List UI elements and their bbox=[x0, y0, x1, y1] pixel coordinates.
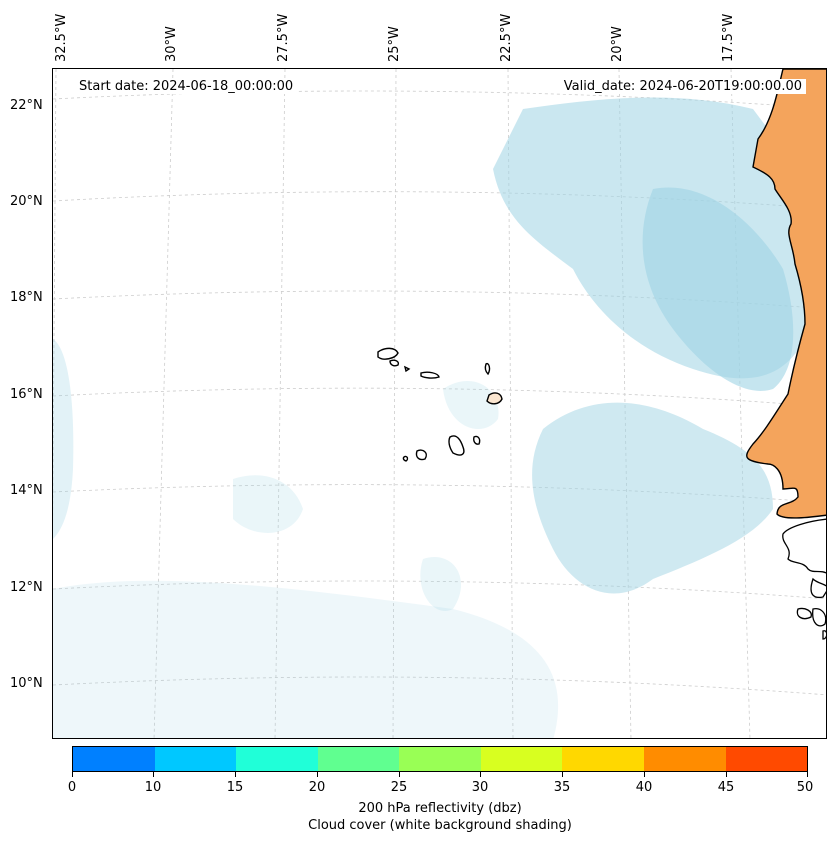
gridline-lon-27-5w bbox=[274, 69, 286, 738]
island-boa-vista bbox=[486, 392, 503, 405]
colorbar-tick-label-15: 15 bbox=[226, 780, 244, 795]
colorbar-tick bbox=[72, 772, 73, 777]
colorbar-segment-25-30 bbox=[399, 747, 481, 771]
colorbar-tick bbox=[399, 772, 400, 777]
lat-label-20n: 20°N bbox=[10, 194, 43, 209]
lon-label-32-5w: 32.5°W bbox=[54, 13, 69, 62]
colorbar-tick bbox=[480, 772, 481, 777]
valid-date-label: Valid_date: 2024-06-20T19:00:00.00 bbox=[559, 79, 806, 94]
colorbar-segment-15-20 bbox=[236, 747, 318, 771]
colorbar-tick-label-0: 0 bbox=[67, 780, 77, 795]
colorbar-segment-45-50 bbox=[725, 747, 808, 771]
africa-land bbox=[746, 69, 826, 519]
colorbar-tick-label-20: 20 bbox=[308, 780, 326, 795]
gridline-lon-17-5w bbox=[730, 69, 751, 738]
cloud-band-south bbox=[532, 402, 773, 594]
lat-label-16n: 16°N bbox=[10, 387, 43, 402]
island-sao-nicolau bbox=[420, 371, 440, 379]
colorbar-tick-label-50: 50 bbox=[796, 780, 814, 795]
gridline-lon-25w bbox=[392, 69, 397, 738]
start-date-label: Start date: 2024-06-18_00:00:00 bbox=[75, 79, 298, 94]
colorbar-tick bbox=[562, 772, 563, 777]
colorbar-tick bbox=[235, 772, 236, 777]
colorbar-segment-20-25 bbox=[317, 747, 400, 771]
gridline-lon-30w bbox=[153, 69, 174, 738]
colorbar-tick-label-35: 35 bbox=[553, 780, 571, 795]
colorbar-tick bbox=[317, 772, 318, 777]
colorbar-tick-label-40: 40 bbox=[635, 780, 653, 795]
island-brava bbox=[402, 455, 409, 462]
cloud-cover bbox=[53, 97, 813, 738]
lon-label-22-5w: 22.5°W bbox=[499, 13, 514, 62]
cloud-center-patches bbox=[233, 380, 499, 611]
colorbar-tick-label-30: 30 bbox=[471, 780, 489, 795]
colorbar-subtitle: Cloud cover (white background shading) bbox=[308, 818, 572, 833]
colorbar-tick-label-10: 10 bbox=[144, 780, 162, 795]
colorbar-segment-0-10 bbox=[73, 747, 155, 771]
cloud-west-edge bbox=[53, 339, 74, 539]
colorbar-title: 200 hPa reflectivity (dbz) bbox=[358, 801, 522, 816]
colorbar-tick-label-25: 25 bbox=[390, 780, 408, 795]
lon-label-17-5w: 17.5°W bbox=[721, 13, 736, 62]
lat-label-10n: 10°N bbox=[10, 676, 43, 691]
coastline-south bbox=[782, 518, 826, 640]
colorbar-tick bbox=[807, 772, 808, 777]
colorbar-segment-35-40 bbox=[562, 747, 644, 771]
cape-verde-islands bbox=[377, 347, 503, 462]
lon-label-25w: 25°W bbox=[387, 26, 402, 62]
lat-label-22n: 22°N bbox=[10, 98, 43, 113]
island-santa-luzia bbox=[403, 365, 411, 373]
colorbar-tick bbox=[726, 772, 727, 777]
lat-label-14n: 14°N bbox=[10, 483, 43, 498]
lat-label-12n: 12°N bbox=[10, 580, 43, 595]
lon-label-20w: 20°W bbox=[610, 26, 625, 62]
lon-label-27-5w: 27.5°W bbox=[276, 13, 291, 62]
map-canvas bbox=[53, 69, 826, 738]
lon-label-30w: 30°W bbox=[164, 26, 179, 62]
island-maio bbox=[473, 435, 481, 445]
graticule bbox=[53, 69, 826, 738]
colorbar bbox=[72, 746, 808, 772]
gridline-lon-20w bbox=[618, 69, 632, 738]
gridline-lon-22-5w bbox=[507, 69, 514, 738]
colorbar-segment-30-35 bbox=[480, 747, 563, 771]
lat-label-18n: 18°N bbox=[10, 290, 43, 305]
island-sao-vicente bbox=[389, 359, 400, 367]
colorbar-tick bbox=[644, 772, 645, 777]
colorbar-segment-10-15 bbox=[154, 747, 237, 771]
colorbar-segment-40-45 bbox=[643, 747, 726, 771]
map-panel: Start date: 2024-06-18_00:00:00 Valid_da… bbox=[52, 68, 827, 739]
island-sal bbox=[484, 362, 491, 376]
island-santo-antao bbox=[377, 347, 399, 360]
island-fogo bbox=[415, 449, 427, 461]
colorbar-tick-label-45: 45 bbox=[717, 780, 735, 795]
gridline-lat-16n bbox=[53, 387, 826, 408]
cloud-band-east bbox=[642, 187, 794, 391]
island-santiago bbox=[448, 435, 465, 456]
cloud-southwest bbox=[53, 580, 558, 738]
colorbar-tick bbox=[153, 772, 154, 777]
